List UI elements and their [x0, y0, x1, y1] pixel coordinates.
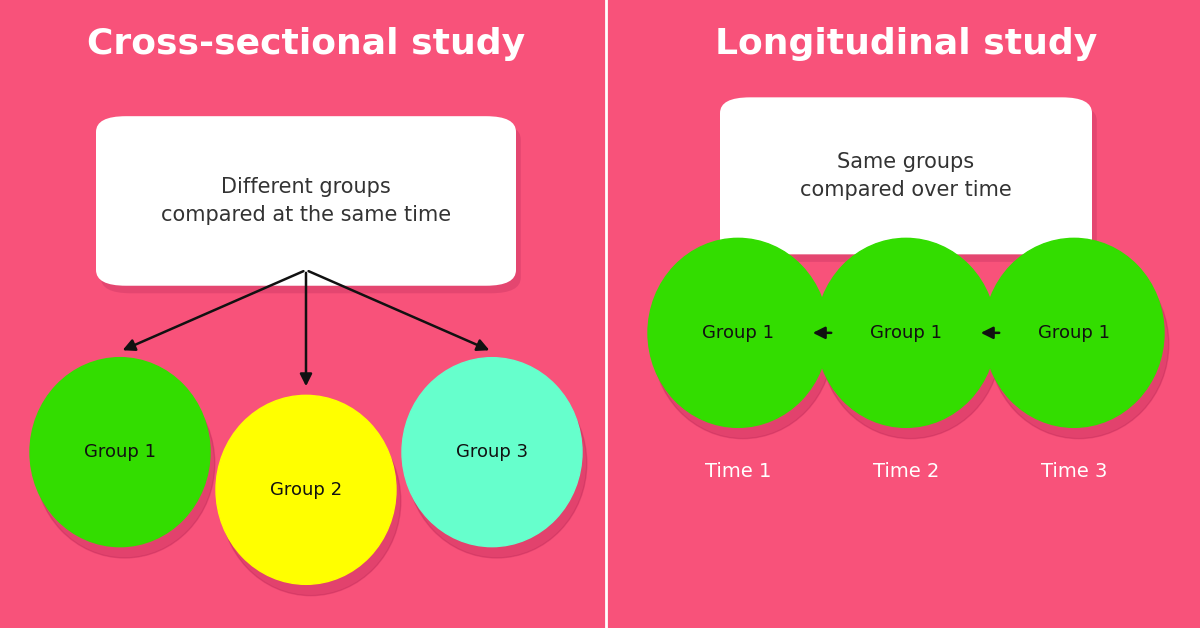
FancyBboxPatch shape [720, 97, 1092, 254]
Text: Group 1: Group 1 [702, 324, 774, 342]
Ellipse shape [221, 407, 401, 595]
Text: Group 1: Group 1 [84, 443, 156, 461]
Text: Time 1: Time 1 [704, 462, 772, 481]
Text: Cross-sectional study: Cross-sectional study [86, 27, 526, 61]
Ellipse shape [989, 250, 1169, 438]
Text: Longitudinal study: Longitudinal study [715, 27, 1097, 61]
Text: Time 3: Time 3 [1040, 462, 1108, 481]
Text: Group 1: Group 1 [1038, 324, 1110, 342]
Text: Group 1: Group 1 [870, 324, 942, 342]
Text: Time 2: Time 2 [872, 462, 940, 481]
Ellipse shape [816, 239, 996, 427]
Ellipse shape [407, 369, 587, 558]
Ellipse shape [402, 358, 582, 546]
Ellipse shape [821, 250, 1001, 438]
Text: Different groups
compared at the same time: Different groups compared at the same ti… [161, 177, 451, 225]
Ellipse shape [30, 358, 210, 546]
FancyBboxPatch shape [101, 124, 521, 293]
Ellipse shape [216, 396, 396, 584]
Ellipse shape [653, 250, 833, 438]
Ellipse shape [984, 239, 1164, 427]
Text: Group 3: Group 3 [456, 443, 528, 461]
Ellipse shape [648, 239, 828, 427]
Ellipse shape [35, 369, 215, 558]
FancyBboxPatch shape [725, 105, 1097, 262]
Text: Same groups
compared over time: Same groups compared over time [800, 152, 1012, 200]
Text: Group 2: Group 2 [270, 481, 342, 499]
FancyBboxPatch shape [96, 116, 516, 286]
